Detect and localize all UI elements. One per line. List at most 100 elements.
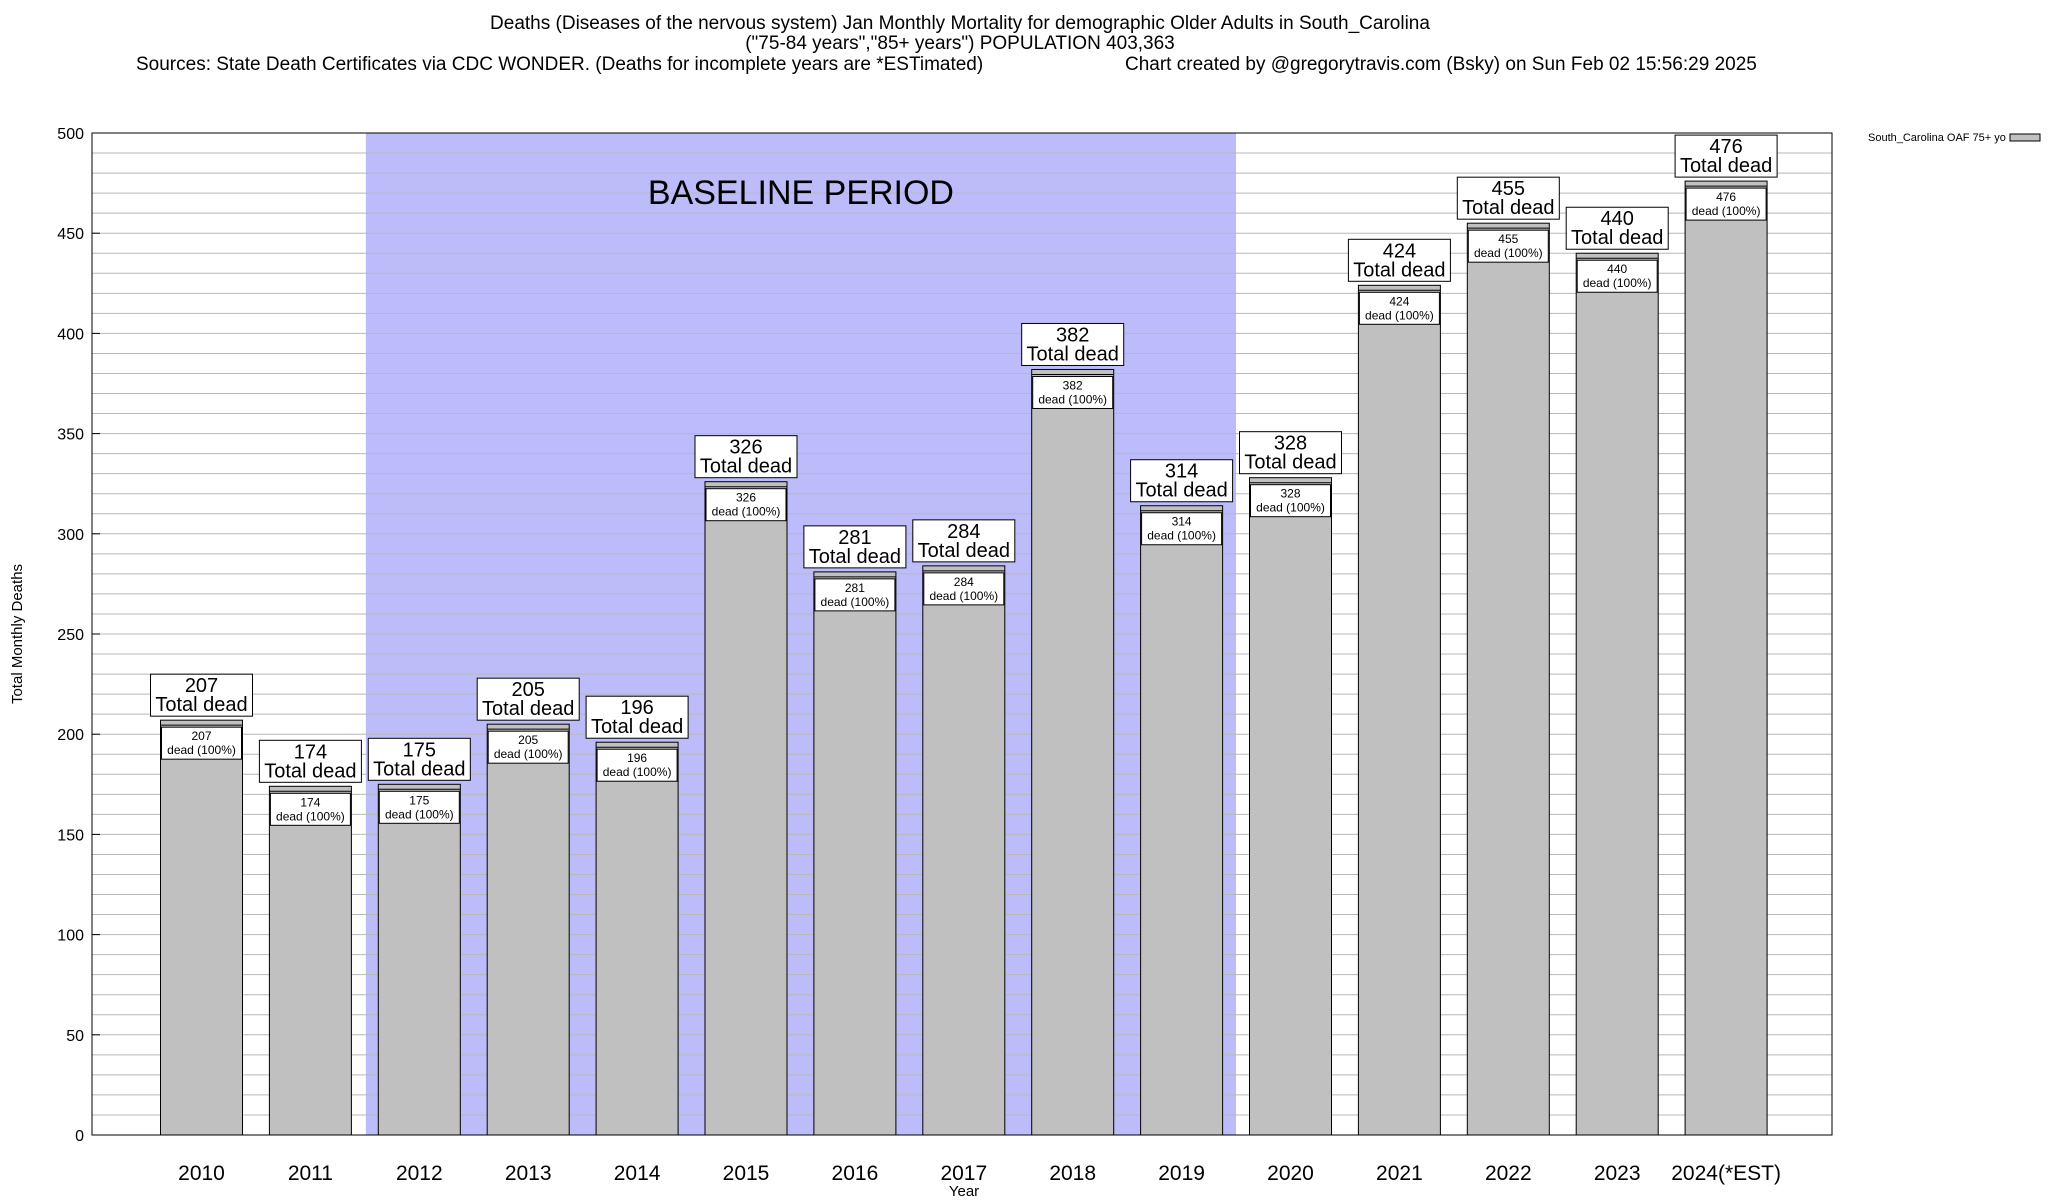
bar bbox=[813, 571, 897, 1136]
bar-inner-value: 424 bbox=[1389, 294, 1409, 308]
bar-total-box bbox=[258, 739, 362, 783]
bar-total-label: Total dead bbox=[700, 456, 792, 478]
bar bbox=[377, 783, 461, 1136]
bar-inner-box bbox=[1032, 375, 1114, 409]
x-tick-label: 2016 bbox=[832, 1162, 879, 1185]
bar-inner-value: 476 bbox=[1716, 190, 1736, 204]
x-tick-label: 2014 bbox=[614, 1162, 661, 1185]
y-tick-label: 250 bbox=[57, 627, 84, 644]
y-tick-label: 300 bbox=[57, 527, 84, 544]
bar-total-value: 440 bbox=[1601, 208, 1634, 230]
bar-total-value: 175 bbox=[403, 739, 436, 761]
bar bbox=[1466, 222, 1550, 1136]
bar-inner-label: dead (100%) bbox=[1583, 276, 1652, 290]
bar-inner-box bbox=[923, 572, 1005, 606]
bar-inner-value: 326 bbox=[736, 491, 756, 505]
bar-inner-label: dead (100%) bbox=[385, 807, 454, 821]
bar-total-value: 476 bbox=[1709, 136, 1742, 158]
bar-inner-label: dead (100%) bbox=[712, 505, 781, 519]
bar-total-value: 207 bbox=[185, 675, 218, 697]
bar-inner-box bbox=[1141, 512, 1223, 546]
x-tick-label: 2018 bbox=[1049, 1162, 1096, 1185]
bar-total-box bbox=[803, 525, 907, 569]
bar-inner-value: 314 bbox=[1172, 515, 1192, 529]
bar-inner-box bbox=[378, 790, 460, 824]
sources-note: Sources: State Death Certificates via CD… bbox=[136, 54, 984, 75]
bar-total-value: 328 bbox=[1274, 433, 1307, 455]
bar-inner-box bbox=[705, 488, 787, 522]
y-tick-label: 450 bbox=[57, 226, 84, 243]
legend-label: South_Carolina OAF 75+ yo bbox=[1868, 132, 2006, 144]
bar-total-value: 205 bbox=[512, 679, 545, 701]
bar bbox=[486, 723, 570, 1136]
legend-swatch bbox=[2009, 133, 2041, 142]
x-tick-label: 2012 bbox=[396, 1162, 443, 1185]
bar-inner-label: dead (100%) bbox=[821, 595, 890, 609]
bar bbox=[1031, 368, 1115, 1136]
bar-inner-box bbox=[1467, 229, 1549, 263]
bar bbox=[595, 741, 679, 1136]
bar-total-label: Total dead bbox=[918, 540, 1010, 562]
bar-total-box bbox=[476, 677, 580, 721]
bar-total-box bbox=[150, 673, 253, 717]
bar-total-label: Total dead bbox=[264, 760, 356, 782]
bar bbox=[1357, 284, 1441, 1136]
bar-inner-box bbox=[161, 726, 242, 760]
y-tick-label: 50 bbox=[66, 1028, 84, 1045]
y-tick-label: 400 bbox=[57, 326, 84, 343]
bar bbox=[1575, 252, 1659, 1136]
bar-total-value: 326 bbox=[729, 437, 762, 459]
bar-total-box bbox=[912, 519, 1016, 563]
bar bbox=[160, 719, 243, 1136]
bar-inner-value: 205 bbox=[518, 733, 538, 747]
bar bbox=[704, 481, 788, 1136]
bar-inner-box bbox=[487, 730, 569, 764]
bar-total-box bbox=[1456, 176, 1560, 220]
bar-total-label: Total dead bbox=[373, 758, 465, 780]
bar-inner-label: dead (100%) bbox=[276, 809, 345, 823]
x-tick-label: 2017 bbox=[940, 1162, 987, 1185]
bar-total-value: 314 bbox=[1165, 461, 1198, 483]
bar-inner-box bbox=[814, 578, 896, 612]
title-line-1: Deaths (Diseases of the nervous system) … bbox=[490, 13, 1430, 34]
bar bbox=[922, 565, 1006, 1136]
bar-inner-value: 455 bbox=[1498, 232, 1518, 246]
bar-inner-box bbox=[269, 792, 351, 826]
bar-total-label: Total dead bbox=[1027, 343, 1119, 365]
bar-inner-label: dead (100%) bbox=[494, 747, 563, 761]
x-tick-label: 2011 bbox=[288, 1162, 333, 1185]
bar-inner-label: dead (100%) bbox=[929, 589, 998, 603]
bar-inner-label: dead (100%) bbox=[1038, 392, 1107, 406]
x-tick-label: 2021 bbox=[1376, 1162, 1423, 1185]
x-tick-label: 2015 bbox=[723, 1162, 770, 1185]
bar-total-value: 382 bbox=[1056, 324, 1089, 346]
bar-inner-label: dead (100%) bbox=[167, 743, 236, 757]
bar-total-label: Total dead bbox=[809, 546, 901, 568]
bar-inner-box bbox=[1685, 187, 1767, 221]
title-line-2: ("75-84 years","85+ years") POPULATION 4… bbox=[745, 33, 1175, 54]
bar-inner-value: 174 bbox=[300, 795, 320, 809]
bar-total-label: Total dead bbox=[1462, 197, 1554, 219]
bar-inner-value: 328 bbox=[1280, 487, 1300, 501]
bar-inner-value: 382 bbox=[1063, 378, 1083, 392]
x-tick-label: 2024(*EST) bbox=[1671, 1162, 1781, 1185]
bar-total-value: 281 bbox=[838, 527, 871, 549]
bar bbox=[1140, 505, 1224, 1136]
bar-inner-value: 207 bbox=[191, 729, 211, 743]
bar-inner-label: dead (100%) bbox=[1474, 246, 1543, 260]
bar-total-label: Total dead bbox=[1135, 480, 1227, 502]
credit-note: Chart created by @gregorytravis.com (Bsk… bbox=[1125, 54, 1757, 75]
bar-total-label: Total dead bbox=[1680, 155, 1772, 177]
y-tick-label: 500 bbox=[57, 126, 84, 143]
bar bbox=[1249, 477, 1332, 1136]
bar-inner-label: dead (100%) bbox=[603, 765, 672, 779]
bar-total-value: 424 bbox=[1383, 240, 1416, 262]
y-tick-label: 350 bbox=[57, 427, 84, 444]
bar-total-label: Total dead bbox=[482, 698, 574, 720]
x-tick-label: 2022 bbox=[1485, 1162, 1532, 1185]
bar-inner-value: 175 bbox=[409, 793, 429, 807]
bar-total-label: Total dead bbox=[591, 716, 683, 738]
bar bbox=[268, 785, 352, 1136]
bar-total-box bbox=[367, 737, 471, 781]
